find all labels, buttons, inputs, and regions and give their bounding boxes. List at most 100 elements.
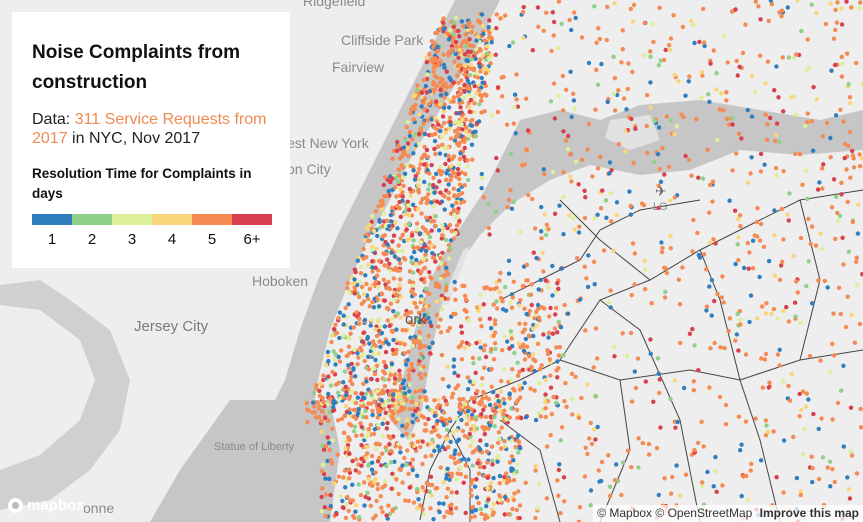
complaint-dot [449, 490, 454, 495]
improve-map-link[interactable]: Improve this map [759, 506, 859, 520]
complaint-dot [440, 233, 445, 238]
complaint-dot [431, 69, 436, 74]
complaint-dot [367, 341, 372, 346]
complaint-dot [438, 128, 443, 134]
complaint-dot [440, 142, 445, 147]
complaint-dot [516, 341, 521, 346]
complaint-dot [373, 279, 379, 284]
complaint-dot [701, 444, 706, 449]
complaint-dot [368, 323, 373, 328]
complaint-dot [691, 388, 696, 393]
complaint-dot [700, 483, 705, 488]
complaint-dot [456, 171, 461, 177]
complaint-dot [496, 440, 501, 446]
complaint-dot [430, 56, 435, 62]
mapbox-logo[interactable]: mapbox [8, 497, 85, 514]
complaint-dot [497, 493, 502, 498]
complaint-dot [405, 237, 410, 243]
complaint-dot [408, 111, 413, 116]
complaint-dot [476, 119, 482, 124]
complaint-dot [474, 446, 479, 452]
complaint-dot [521, 35, 526, 40]
complaint-dot [505, 476, 511, 481]
complaint-dot [599, 61, 604, 67]
complaint-dot [456, 111, 462, 116]
complaint-dot [456, 143, 461, 148]
complaint-dot [556, 467, 562, 473]
complaint-dot [433, 281, 439, 286]
complaint-dot [548, 385, 554, 390]
complaint-dot [320, 486, 325, 491]
complaint-dot [319, 418, 324, 424]
complaint-dot [422, 131, 428, 137]
complaint-dot [588, 488, 594, 493]
complaint-dot [631, 2, 637, 8]
complaint-dot [764, 301, 769, 306]
complaint-dot [376, 304, 382, 309]
place-label-hoboken: Hoboken [252, 273, 308, 289]
complaint-dot [460, 138, 465, 143]
complaint-dot [396, 243, 401, 248]
complaint-dot [472, 484, 478, 489]
complaint-dot [427, 270, 432, 275]
complaint-dot [715, 138, 720, 143]
complaint-dot [408, 163, 413, 169]
complaint-dot [763, 81, 768, 86]
data-source-link[interactable]: 311 Service Requests from 2017 [32, 111, 267, 147]
complaint-dot [458, 151, 463, 156]
complaint-dot [360, 395, 366, 401]
attribution-mapbox-link[interactable]: © Mapbox [597, 506, 653, 520]
complaint-dot [530, 48, 535, 53]
complaint-dot [533, 468, 538, 473]
complaint-dot [673, 425, 678, 430]
complaint-dot [656, 371, 661, 376]
complaint-dot [821, 162, 826, 167]
complaint-dot [479, 186, 484, 191]
complaint-dot [775, 316, 780, 321]
complaint-dot [593, 107, 598, 112]
complaint-dot [439, 416, 444, 421]
complaint-dot [465, 158, 470, 163]
complaint-dot [363, 408, 368, 413]
complaint-dot [841, 119, 846, 124]
complaint-dot [386, 188, 391, 194]
complaint-dot [785, 212, 790, 217]
complaint-dot [403, 208, 409, 213]
complaint-dot [372, 366, 377, 371]
complaint-dot [427, 345, 432, 350]
rikers-island [605, 115, 660, 150]
complaint-dot [353, 391, 358, 396]
complaint-dot [449, 174, 454, 179]
complaint-dot [455, 126, 461, 132]
attribution-osm-link[interactable]: © OpenStreetMap [655, 506, 753, 520]
complaint-dot [345, 281, 350, 286]
complaint-dot [593, 437, 598, 442]
complaint-dot [461, 199, 467, 204]
complaint-dot [809, 119, 814, 124]
complaint-dot [651, 39, 656, 45]
complaint-dot [379, 391, 384, 396]
complaint-dot [714, 489, 719, 494]
complaint-dot [393, 265, 398, 271]
complaint-dot [704, 308, 709, 313]
complaint-dot [593, 394, 599, 399]
complaint-dot [359, 432, 364, 438]
complaint-dot [690, 249, 695, 254]
complaint-dot [555, 330, 560, 335]
complaint-dot [410, 343, 416, 349]
complaint-dot [857, 164, 863, 169]
complaint-dot [386, 377, 392, 382]
complaint-dot [533, 515, 538, 521]
complaint-dot [407, 376, 412, 382]
complaint-dot [477, 88, 482, 93]
complaint-dot [393, 220, 398, 225]
complaint-dot [726, 122, 732, 127]
complaint-dot [434, 102, 439, 108]
complaint-dot [487, 402, 493, 408]
complaint-dot [571, 98, 577, 103]
complaint-dot [495, 393, 500, 398]
complaint-dot [462, 293, 468, 298]
complaint-dot [386, 503, 391, 508]
complaint-dot [555, 478, 560, 483]
